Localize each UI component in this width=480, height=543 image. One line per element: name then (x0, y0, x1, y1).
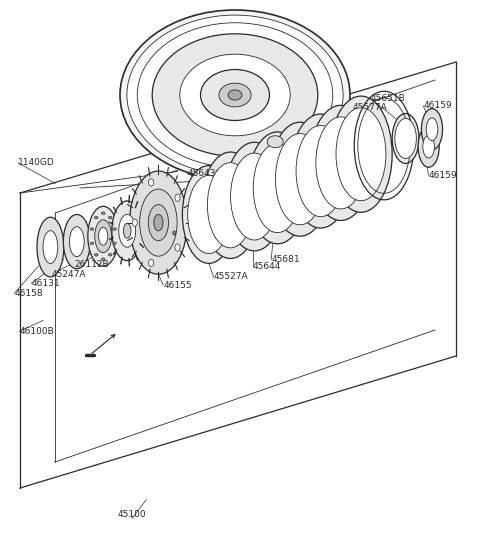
Ellipse shape (90, 228, 94, 230)
Ellipse shape (182, 166, 235, 263)
Ellipse shape (247, 132, 308, 244)
Text: 26112B: 26112B (74, 261, 109, 269)
Text: 46155: 46155 (163, 281, 192, 289)
Ellipse shape (132, 219, 137, 226)
Ellipse shape (95, 216, 98, 219)
Ellipse shape (37, 217, 64, 277)
Ellipse shape (225, 142, 284, 251)
Ellipse shape (269, 122, 331, 236)
Ellipse shape (95, 220, 112, 252)
Ellipse shape (202, 152, 259, 258)
Ellipse shape (207, 163, 253, 248)
Ellipse shape (90, 242, 94, 244)
Ellipse shape (148, 179, 154, 186)
Ellipse shape (119, 214, 136, 247)
Ellipse shape (148, 205, 168, 241)
Text: 45644: 45644 (253, 262, 281, 270)
Ellipse shape (253, 143, 301, 232)
Text: 1140GD: 1140GD (18, 159, 55, 167)
Ellipse shape (228, 90, 242, 100)
Ellipse shape (230, 153, 278, 240)
Text: 46158: 46158 (14, 289, 43, 298)
Ellipse shape (310, 105, 372, 220)
Ellipse shape (127, 15, 343, 175)
Ellipse shape (98, 228, 108, 245)
Ellipse shape (188, 175, 230, 254)
Ellipse shape (201, 70, 269, 121)
Ellipse shape (392, 113, 419, 163)
Ellipse shape (426, 118, 438, 141)
Ellipse shape (175, 194, 180, 201)
Ellipse shape (267, 136, 283, 148)
Text: 46100B: 46100B (19, 327, 54, 336)
Ellipse shape (395, 118, 416, 159)
Ellipse shape (120, 10, 350, 180)
Ellipse shape (175, 244, 180, 251)
Ellipse shape (101, 258, 105, 261)
Ellipse shape (290, 114, 351, 228)
Ellipse shape (63, 214, 90, 269)
Ellipse shape (219, 83, 251, 107)
Ellipse shape (108, 216, 112, 219)
Ellipse shape (130, 171, 187, 274)
Ellipse shape (137, 23, 333, 167)
Ellipse shape (113, 228, 116, 230)
Ellipse shape (108, 254, 112, 256)
Ellipse shape (276, 134, 324, 225)
Ellipse shape (423, 135, 434, 158)
Ellipse shape (112, 201, 143, 261)
Text: 45247A: 45247A (52, 270, 86, 279)
Ellipse shape (70, 227, 84, 256)
Ellipse shape (180, 54, 290, 136)
Ellipse shape (43, 231, 58, 263)
Ellipse shape (296, 125, 345, 217)
Ellipse shape (88, 206, 119, 266)
Ellipse shape (154, 214, 163, 231)
Text: 45651B: 45651B (371, 94, 406, 103)
Text: 46131: 46131 (31, 279, 60, 288)
Ellipse shape (101, 212, 105, 214)
Ellipse shape (148, 259, 154, 267)
Text: 46159: 46159 (423, 102, 452, 110)
Text: 45527A: 45527A (214, 273, 248, 281)
Ellipse shape (330, 96, 392, 212)
Ellipse shape (140, 189, 177, 256)
Text: 46159: 46159 (429, 171, 457, 180)
Text: 45643C: 45643C (187, 169, 222, 178)
Text: 45577A: 45577A (353, 103, 387, 112)
Ellipse shape (173, 231, 176, 235)
Ellipse shape (418, 126, 439, 167)
Ellipse shape (421, 109, 443, 150)
Ellipse shape (123, 223, 131, 238)
Text: 45100: 45100 (118, 509, 146, 519)
Text: 45681: 45681 (271, 255, 300, 264)
Ellipse shape (336, 108, 386, 201)
Ellipse shape (316, 117, 366, 209)
Ellipse shape (95, 254, 98, 256)
Ellipse shape (152, 34, 318, 156)
Ellipse shape (113, 242, 116, 244)
